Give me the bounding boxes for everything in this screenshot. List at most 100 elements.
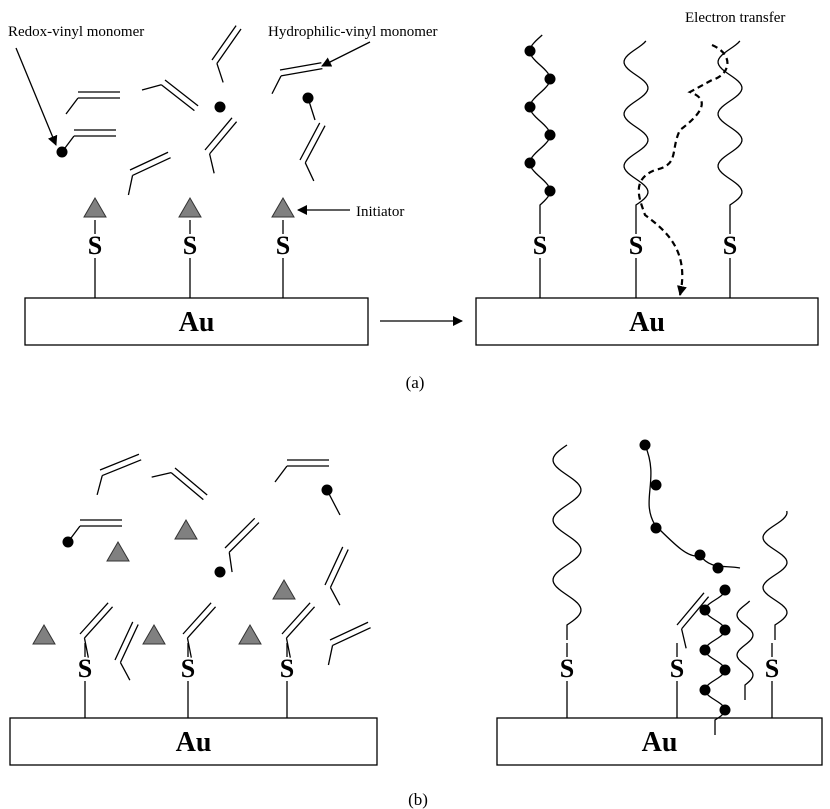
monomer-bond <box>281 602 316 658</box>
redox-group <box>524 45 536 57</box>
initiator <box>142 624 166 645</box>
vinyl-monomer <box>274 459 329 483</box>
redox-group <box>544 129 556 141</box>
vinyl-monomer <box>281 602 316 658</box>
redox-group <box>544 185 556 197</box>
sulfur-label: S <box>765 654 779 683</box>
monomer-bond <box>96 453 142 496</box>
monomer-bond <box>307 97 316 121</box>
redox-group <box>544 73 556 85</box>
initiator <box>174 519 198 540</box>
electron-path <box>637 43 729 296</box>
monomer-bond <box>61 129 116 153</box>
monomer-bond <box>141 79 199 112</box>
sulfur-label: S <box>181 654 195 683</box>
redox-group <box>699 684 711 696</box>
polymer-chain <box>552 444 582 640</box>
monomer-bond <box>327 621 371 666</box>
initiator <box>238 624 262 645</box>
pointer-arrow <box>15 47 58 146</box>
polymer-chain <box>529 34 551 220</box>
monomer-bond <box>151 467 208 501</box>
caption: (a) <box>406 373 425 392</box>
redox-group <box>639 439 651 451</box>
initiator <box>272 579 296 600</box>
pointer-arrow <box>321 41 371 67</box>
monomer-bond <box>204 117 238 174</box>
vinyl-monomer <box>299 122 326 182</box>
monomer-bond <box>299 122 326 182</box>
redox-group <box>524 101 536 113</box>
sulfur-label: S <box>670 654 684 683</box>
polymer-chain <box>762 510 788 640</box>
monomer-bond <box>274 459 329 483</box>
initiator <box>271 197 295 218</box>
gold-substrate <box>24 297 369 346</box>
monomer-bond <box>224 517 260 573</box>
gold-substrate <box>496 717 823 766</box>
sulfur-label: S <box>78 654 92 683</box>
redox-group <box>719 624 731 636</box>
redox-group <box>719 704 731 716</box>
redox-label: Redox-vinyl monomer <box>8 24 144 40</box>
monomer-bond <box>676 592 710 649</box>
initiator-label: Initiator <box>356 204 404 220</box>
substrate-label: Au <box>179 307 215 338</box>
sulfur-label: S <box>280 654 294 683</box>
initiator <box>178 197 202 218</box>
sulfur-label: S <box>276 231 290 260</box>
monomer-bond <box>326 489 341 516</box>
monomer-bond <box>324 546 349 606</box>
redox-group <box>719 584 731 596</box>
vinyl-monomer <box>182 602 217 658</box>
caption: (b) <box>408 790 428 809</box>
initiator <box>32 624 56 645</box>
monomer-bond <box>79 602 114 658</box>
redox-group <box>56 146 68 158</box>
substrate-label: Au <box>176 727 212 758</box>
redox-group <box>712 562 724 574</box>
initiator <box>106 541 130 562</box>
vinyl-monomer <box>65 91 120 115</box>
vinyl-monomer <box>324 546 349 606</box>
sulfur-label: S <box>560 654 574 683</box>
sulfur-label: S <box>533 231 547 260</box>
polymer-chain <box>644 444 741 569</box>
vinyl-monomer <box>127 151 171 196</box>
vinyl-monomer <box>56 129 116 158</box>
vinyl-monomer <box>224 517 260 573</box>
monomer-bond <box>67 519 122 543</box>
monomer-bond <box>114 621 139 681</box>
polymer-chain <box>623 40 649 220</box>
gold-substrate <box>9 717 378 766</box>
vinyl-monomer <box>204 117 238 174</box>
sulfur-label: S <box>723 231 737 260</box>
vinyl-monomer <box>62 519 122 548</box>
electron-transfer-label: Electron transfer <box>685 10 785 26</box>
sulfur-label: S <box>183 231 197 260</box>
vinyl-monomer <box>114 621 139 681</box>
monomer-bond <box>65 91 120 115</box>
vinyl-monomer <box>151 467 208 501</box>
initiator <box>83 197 107 218</box>
monomer-bond <box>271 62 323 95</box>
redox-group <box>214 101 226 113</box>
redox-group <box>62 536 74 548</box>
vinyl-monomer <box>96 453 142 496</box>
monomer-bond <box>127 151 171 196</box>
gold-substrate <box>475 297 819 346</box>
polymer-chain <box>736 600 754 700</box>
redox-group <box>650 479 662 491</box>
redox-group <box>524 157 536 169</box>
vinyl-monomer <box>211 25 242 83</box>
monomer-bond <box>182 602 217 658</box>
hydrophilic-label: Hydrophilic-vinyl monomer <box>268 24 438 40</box>
redox-group <box>699 604 711 616</box>
redox-group <box>650 522 662 534</box>
vinyl-monomer <box>676 592 710 649</box>
sulfur-label: S <box>88 231 102 260</box>
polymer-chain <box>717 40 743 220</box>
redox-group <box>694 549 706 561</box>
redox-group <box>719 664 731 676</box>
